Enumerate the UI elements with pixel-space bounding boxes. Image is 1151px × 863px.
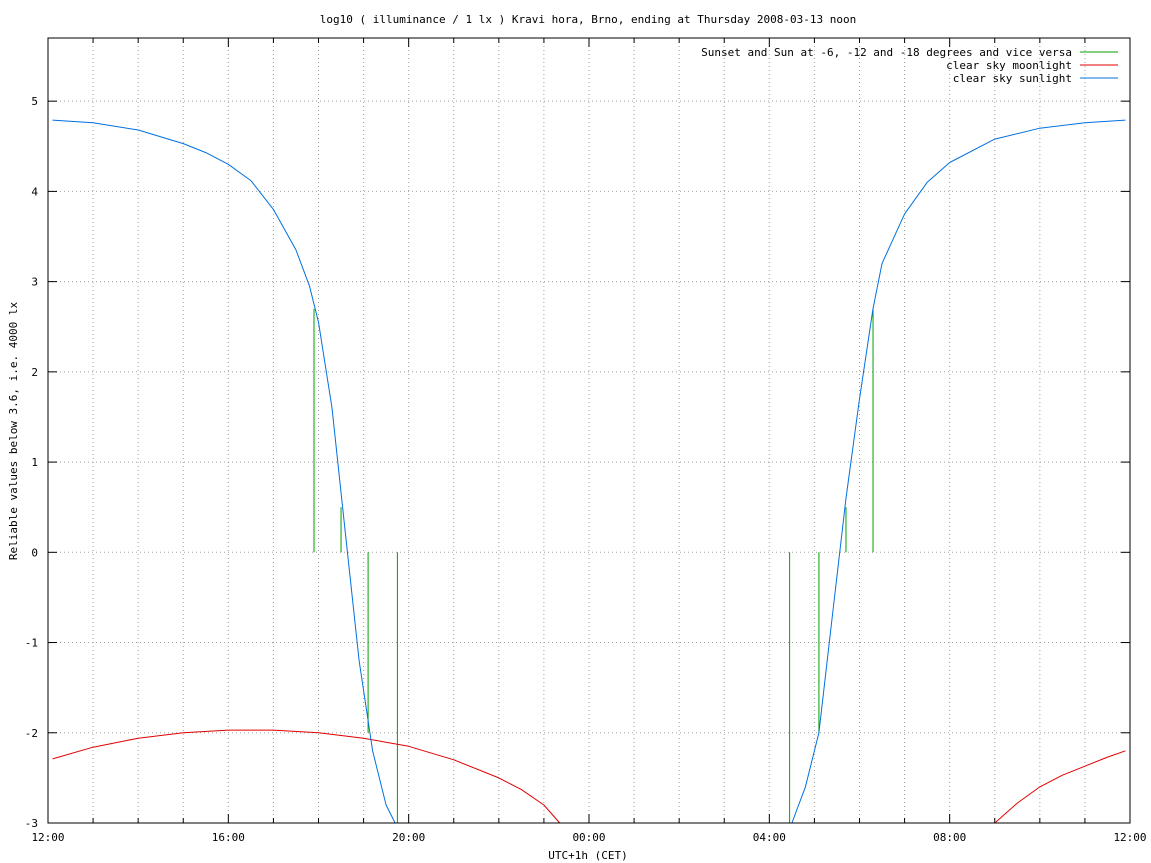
y-tick-label: -2 bbox=[25, 727, 38, 740]
series-0 bbox=[313, 308, 874, 823]
series-2 bbox=[52, 119, 1126, 824]
legend: Sunset and Sun at -6, -12 and -18 degree… bbox=[701, 46, 1118, 85]
series-line bbox=[52, 729, 561, 824]
y-axis-label: Reliable values below 3.6, i.e. 4000 lx bbox=[7, 301, 20, 560]
series-line bbox=[791, 119, 1126, 824]
series-line bbox=[52, 119, 396, 824]
plot-frame bbox=[47, 37, 1131, 824]
x-tick-label: 12:00 bbox=[31, 831, 64, 844]
x-tick-label: 00:00 bbox=[572, 831, 605, 844]
x-axis-tick-labels: 12:00 16:00 20:00 00:00 04:00 08:00 12:00 bbox=[31, 831, 1146, 844]
y-tick-label: 4 bbox=[31, 185, 38, 198]
y-tick-label: 3 bbox=[31, 276, 38, 289]
legend-label: Sunset and Sun at -6, -12 and -18 degree… bbox=[701, 46, 1072, 59]
grid bbox=[48, 38, 1130, 823]
x-tick-label: 20:00 bbox=[392, 831, 425, 844]
x-tick-label: 04:00 bbox=[753, 831, 786, 844]
y-tick-label: -1 bbox=[25, 637, 38, 650]
x-axis-label: UTC+1h (CET) bbox=[548, 849, 627, 862]
y-tick-label: 5 bbox=[31, 95, 38, 108]
plot-area bbox=[52, 119, 1126, 824]
legend-label: clear sky sunlight bbox=[953, 72, 1072, 85]
x-tick-label: 08:00 bbox=[933, 831, 966, 844]
legend-label: clear sky moonlight bbox=[946, 59, 1072, 72]
chart-title: log10 ( illuminance / 1 lx ) Kravi hora,… bbox=[320, 13, 856, 26]
y-tick-label: 1 bbox=[31, 456, 38, 469]
y-tick-label: -3 bbox=[25, 817, 38, 830]
series-line bbox=[994, 750, 1126, 824]
x-tick-label: 12:00 bbox=[1113, 831, 1146, 844]
y-axis-tick-labels: -3 -2 -1 0 1 2 3 4 5 bbox=[25, 95, 39, 830]
x-tick-label: 16:00 bbox=[212, 831, 245, 844]
series-1 bbox=[52, 729, 1126, 824]
y-tick-label: 2 bbox=[31, 366, 38, 379]
y-tick-label: 0 bbox=[31, 546, 38, 559]
